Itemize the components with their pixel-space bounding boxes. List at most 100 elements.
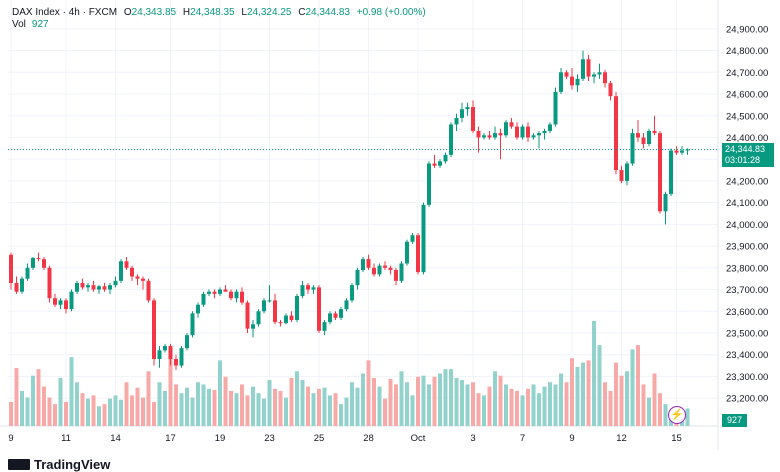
candle xyxy=(14,276,19,294)
candle-body xyxy=(163,346,167,351)
close-label: C xyxy=(298,7,306,18)
candle xyxy=(141,276,145,290)
open-value: 24,343.85 xyxy=(131,7,177,18)
candle-body xyxy=(130,267,134,277)
volume-bar xyxy=(619,375,624,426)
low-label: L xyxy=(241,7,247,18)
time-tick-label: 3 xyxy=(470,433,475,444)
candle xyxy=(157,346,162,368)
volume-bar xyxy=(102,404,107,426)
time-tick-label: Oct xyxy=(411,433,426,444)
candle-body xyxy=(339,309,343,318)
volume-bar xyxy=(515,391,519,426)
candle-body xyxy=(42,259,46,268)
volume-bar xyxy=(592,321,596,426)
volume-tag: 927 xyxy=(722,414,748,427)
candle xyxy=(570,67,574,90)
time-axis[interactable]: 9 11 14 17 19 23 25 28 Oct 3 7 9 12 15 xyxy=(8,433,681,444)
candle xyxy=(674,146,679,155)
candle-body xyxy=(674,150,679,153)
candle-body xyxy=(509,122,514,127)
candle-body xyxy=(256,311,261,325)
volume-legend: Vol 927 xyxy=(12,19,49,30)
volume-bar xyxy=(575,366,580,426)
candle xyxy=(465,102,470,116)
candle-body xyxy=(223,289,228,292)
candle xyxy=(608,80,613,101)
price-axis[interactable]: 24,900.00 24,800.00 24,700.00 24,600.00 24,5… xyxy=(726,24,768,404)
high-label: H xyxy=(182,7,191,18)
volume-bar xyxy=(218,360,222,426)
candle-body xyxy=(377,265,382,275)
volume-bar xyxy=(223,376,228,426)
volume-bar xyxy=(394,384,398,426)
volume-bars xyxy=(9,321,690,426)
candle-body xyxy=(405,241,409,264)
candle-body xyxy=(190,313,195,336)
candle xyxy=(531,133,536,140)
volume-bar xyxy=(9,401,13,426)
candle-body xyxy=(399,263,404,281)
tradingview-logo[interactable]: TradingView xyxy=(8,457,110,472)
close-value: 24,344.83 xyxy=(305,7,350,18)
volume-bar xyxy=(553,384,558,426)
candle-body xyxy=(86,285,90,288)
candle-body xyxy=(251,324,255,329)
candle-body xyxy=(262,300,266,312)
time-tick-label: 15 xyxy=(671,433,682,444)
candle-body xyxy=(75,283,79,292)
price-tick-label: 23,600.00 xyxy=(726,307,768,318)
candle-body xyxy=(152,300,156,360)
candle xyxy=(438,159,442,168)
candle-body xyxy=(328,313,332,323)
volume-bar xyxy=(333,393,338,426)
volume-bar xyxy=(190,397,195,426)
candle-body xyxy=(113,280,118,286)
volume-bar xyxy=(388,378,393,426)
volume-bar xyxy=(652,373,657,426)
candle xyxy=(614,91,618,175)
candle xyxy=(64,298,68,314)
candle xyxy=(636,120,640,142)
candle xyxy=(515,122,519,140)
candle xyxy=(586,54,591,81)
lightning-icon[interactable]: ⚡ xyxy=(668,406,686,424)
volume-bar xyxy=(531,384,536,426)
candle-body xyxy=(388,267,393,270)
candle-body xyxy=(432,163,437,166)
candle xyxy=(537,130,541,149)
volume-bar xyxy=(427,384,431,426)
candle-body xyxy=(218,289,222,294)
candle-body xyxy=(14,283,19,292)
candle-body xyxy=(575,78,580,86)
candle xyxy=(471,100,475,134)
candle-body xyxy=(581,59,585,79)
volume-bar xyxy=(350,382,354,426)
candle xyxy=(680,146,684,155)
candle xyxy=(31,256,35,270)
candle-body xyxy=(20,278,24,292)
volume-bar xyxy=(663,404,668,426)
candle xyxy=(526,122,530,142)
brand-name: TradingView xyxy=(34,457,111,472)
candle-body xyxy=(460,109,464,118)
candle xyxy=(410,233,415,244)
volume-bar xyxy=(91,395,96,426)
candle-body xyxy=(427,163,431,205)
candle xyxy=(361,256,365,273)
candle-body xyxy=(592,74,596,77)
volume-bar xyxy=(152,401,156,426)
volume-bar xyxy=(636,345,640,426)
volume-bar xyxy=(47,397,52,426)
candle-body xyxy=(487,135,492,138)
candle-body xyxy=(284,315,288,324)
candle xyxy=(333,311,338,320)
candle xyxy=(542,128,547,140)
candle-body xyxy=(559,72,563,92)
volume-bar xyxy=(581,362,585,426)
volume-bar xyxy=(322,387,327,426)
time-tick-label: 19 xyxy=(215,433,226,444)
symbol-title[interactable]: DAX Index · 4h · FXCM xyxy=(12,7,118,18)
candle-body xyxy=(498,133,503,136)
